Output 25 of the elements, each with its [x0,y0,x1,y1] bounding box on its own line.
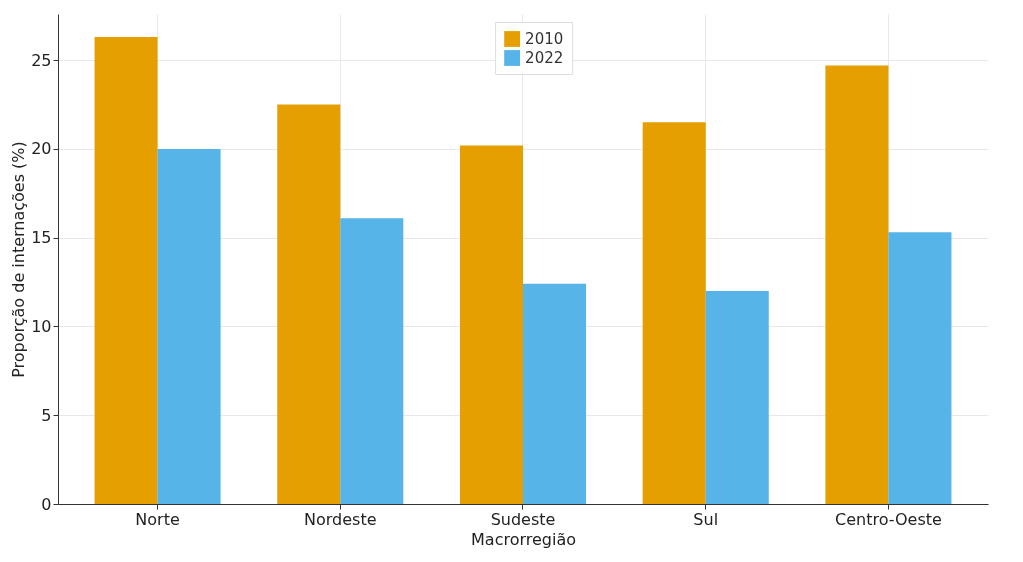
bar [157,148,221,504]
bar [94,37,158,504]
bar [825,65,889,504]
y-tick-label: 0 [41,494,52,514]
bar [523,283,587,504]
y-tick-label: 10 [31,316,52,336]
y-tick-label: 15 [31,228,52,248]
bar [459,145,523,504]
y-tick-label: 5 [41,405,52,425]
legend-label: 2010 [525,30,564,48]
legend-label: 2022 [525,49,564,67]
x-tick-label: Sudeste [490,509,556,529]
x-axis-title: Macrorregião [471,529,576,549]
x-tick-label: Nordeste [304,509,377,529]
y-axis-title: Proporção de internações (%) [9,141,29,378]
x-tick-label: Norte [135,509,180,529]
y-tick-label: 20 [31,139,52,159]
x-tick-label: Sul [693,509,719,529]
bar [277,104,341,504]
y-tick-label: 25 [31,50,52,70]
bar [705,290,769,504]
bar [888,232,952,504]
bar [340,218,404,504]
bar [642,122,706,504]
x-tick-label: Centro-Oeste [834,509,942,529]
